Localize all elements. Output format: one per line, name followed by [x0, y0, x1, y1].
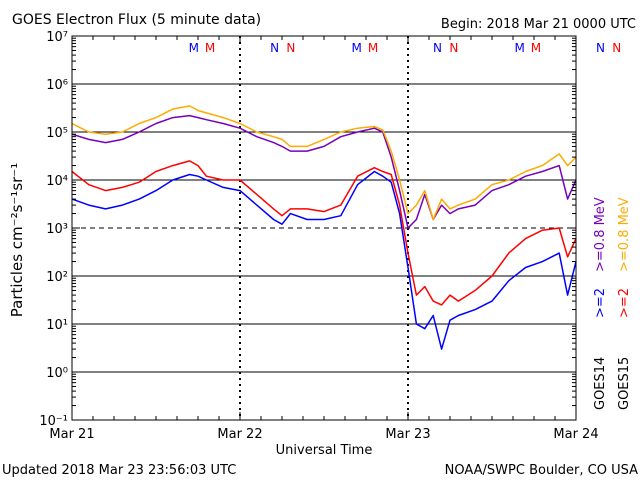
marker-label: M	[515, 41, 525, 55]
x-tick-label: Mar 22	[217, 427, 262, 442]
marker-label: N	[270, 41, 279, 55]
y-axis-label: Particles cm⁻²s⁻¹sr⁻¹	[8, 163, 26, 317]
legend-entry: >=2	[617, 288, 632, 318]
series-line	[71, 105, 577, 221]
marker-label: M	[531, 41, 541, 55]
axis-ticks	[71, 36, 577, 421]
marker-label: N	[433, 41, 442, 55]
y-tick-label: 10⁵	[46, 126, 68, 141]
series-line	[71, 170, 577, 350]
plot-grid	[72, 36, 576, 420]
y-tick-label: 10³	[46, 222, 68, 237]
y-tick-label: 10⁷	[46, 30, 68, 45]
series-line	[71, 160, 577, 306]
marker-label: N	[449, 41, 458, 55]
y-tick-labels: 10⁻¹ 10⁰ 10¹ 10² 10³ 10⁴ 10⁵ 10⁶ 10⁷	[39, 30, 68, 429]
credit-text: NOAA/SWPC Boulder, CO USA	[445, 463, 638, 478]
y-tick-label: 10⁻¹	[39, 414, 68, 429]
data-series	[71, 105, 577, 350]
marker-label: M	[205, 41, 215, 55]
legend: GOES14 GOES15 >=2 >=2 >=0.8 MeV >=0.8 MeV	[593, 197, 632, 410]
satellite-label: GOES14	[593, 357, 608, 410]
marker-label: N	[612, 41, 621, 55]
marker-label: M	[368, 41, 378, 55]
legend-entry: >=0.8 MeV	[617, 197, 632, 272]
satellite-label: GOES15	[617, 357, 632, 410]
y-tick-label: 10²	[46, 270, 68, 285]
y-tick-label: 10¹	[46, 318, 68, 333]
x-axis-label: Universal Time	[276, 443, 373, 458]
x-tick-label: Mar 24	[553, 427, 598, 442]
series-line	[71, 114, 577, 229]
legend-entry: >=0.8 MeV	[593, 197, 608, 272]
x-tick-labels: Mar 21 Mar 22 Mar 23 Mar 24	[49, 427, 598, 442]
marker-label: N	[596, 41, 605, 55]
y-tick-label: 10⁴	[46, 174, 68, 189]
marker-label: N	[286, 41, 295, 55]
marker-label: M	[352, 41, 362, 55]
y-tick-label: 10⁰	[46, 366, 68, 381]
updated-timestamp: Updated 2018 Mar 23 23:56:03 UTC	[2, 463, 236, 478]
legend-entry: >=2	[593, 288, 608, 318]
chart-title: GOES Electron Flux (5 minute data)	[12, 12, 261, 28]
x-tick-label: Mar 23	[385, 427, 430, 442]
begin-date: Begin: 2018 Mar 21 0000 UTC	[441, 17, 636, 32]
y-tick-label: 10⁶	[46, 78, 68, 93]
marker-label: M	[189, 41, 199, 55]
x-tick-label: Mar 21	[49, 427, 94, 442]
